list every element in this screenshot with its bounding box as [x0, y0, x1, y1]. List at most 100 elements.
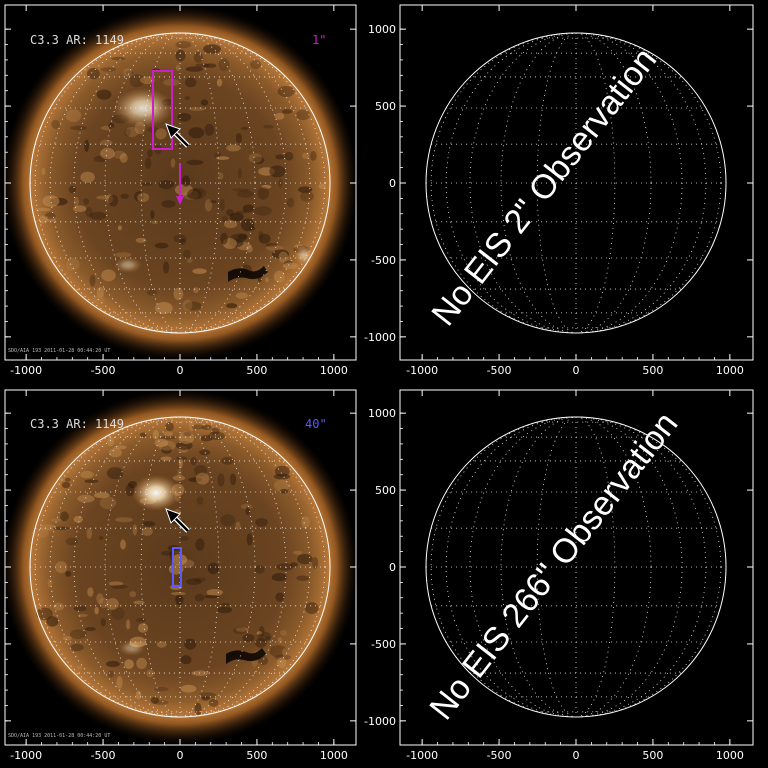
bright-mottle	[274, 112, 285, 120]
dark-mottle	[242, 204, 255, 213]
x-tick-label: 500	[642, 749, 663, 762]
bright-mottle	[86, 528, 93, 539]
dark-mottle	[106, 660, 120, 668]
flare-arrow-icon	[165, 508, 190, 533]
bright-mottle	[136, 657, 148, 670]
slit-width-label: 1"	[312, 33, 326, 47]
x-tick-label: -500	[91, 749, 116, 762]
bright-mottle	[132, 524, 138, 536]
dark-mottle	[272, 249, 289, 259]
y-tick-label: 0	[389, 177, 396, 190]
bright-mottle	[195, 472, 210, 485]
bright-mottle	[282, 648, 288, 657]
dark-mottle	[310, 151, 317, 161]
dark-mottle	[133, 191, 144, 202]
dark-mottle	[111, 584, 128, 589]
bright-mottle	[146, 669, 155, 678]
dark-mottle	[281, 109, 293, 114]
dark-mottle	[84, 479, 99, 484]
dark-mottle	[64, 477, 71, 482]
dark-mottle	[184, 95, 191, 101]
dark-mottle	[300, 191, 314, 202]
y-tick-label: -500	[371, 638, 396, 651]
bright-mottle	[193, 287, 199, 293]
coronal-hole	[226, 648, 266, 664]
dark-mottle	[87, 67, 100, 80]
dark-mottle	[284, 151, 294, 161]
solar-limb	[29, 416, 331, 718]
dark-mottle	[142, 521, 156, 527]
bright-mottle	[80, 470, 94, 479]
dark-mottle	[185, 66, 204, 72]
dark-mottle	[175, 594, 184, 606]
bright-mottle	[100, 139, 113, 146]
bright-mottle	[235, 627, 249, 632]
dark-mottle	[83, 198, 90, 205]
bright-mottle	[152, 429, 159, 440]
bright-mottle	[170, 592, 186, 596]
x-tick-label: -1000	[406, 749, 438, 762]
dark-mottle	[297, 554, 313, 565]
bright-patch	[294, 245, 314, 265]
bright-mottle	[96, 195, 111, 200]
bright-mottle	[178, 431, 195, 445]
bright-mottle	[216, 78, 223, 87]
dark-mottle	[220, 232, 228, 245]
longitude-line	[140, 416, 220, 718]
dark-mottle	[286, 197, 295, 208]
eis-slit-box	[152, 70, 173, 150]
bright-mottle	[264, 277, 269, 283]
bright-mottle	[277, 657, 287, 668]
bright-mottle	[138, 623, 149, 633]
dark-mottle	[255, 565, 265, 574]
x-tick-label: -1000	[10, 364, 42, 377]
bright-mottle	[141, 527, 153, 536]
dark-mottle	[258, 231, 264, 240]
longitude-line	[140, 32, 220, 334]
dark-mottle	[265, 636, 271, 641]
longitude-line	[104, 416, 256, 718]
dark-mottle	[203, 44, 221, 54]
dark-mottle	[111, 57, 126, 61]
dark-mottle	[249, 226, 256, 231]
bright-mottle	[129, 591, 137, 598]
dark-mottle	[136, 618, 146, 623]
x-tick-label: -500	[91, 364, 116, 377]
dark-mottle	[255, 518, 268, 527]
bright-mottle	[107, 437, 114, 447]
dark-mottle	[254, 206, 272, 216]
dark-mottle	[161, 200, 176, 208]
bright-mottle	[77, 494, 95, 503]
dark-mottle	[111, 607, 125, 620]
dark-mottle	[296, 109, 311, 121]
dark-mottle	[195, 63, 210, 68]
dark-mottle	[120, 193, 129, 199]
dark-mottle	[242, 634, 255, 642]
x-tick-label: -1000	[10, 749, 42, 762]
dark-mottle	[100, 618, 106, 627]
bright-mottle	[112, 150, 126, 159]
dark-mottle	[193, 51, 204, 63]
panel-top-left: C3.3 AR: 1149 1" SDO/AIA 193 2011-01-28 …	[2, 4, 358, 361]
dark-mottle	[221, 215, 228, 222]
y-tick-label: -1000	[364, 331, 396, 344]
x-tick-label: -1000	[406, 364, 438, 377]
bright-mottle	[115, 517, 133, 523]
bright-mottle	[173, 287, 184, 301]
dark-mottle	[44, 212, 56, 220]
bright-mottle	[155, 302, 173, 315]
x-tick-label: 0	[177, 749, 184, 762]
dark-mottle	[51, 119, 60, 129]
dark-mottle	[68, 185, 77, 194]
bright-mottle	[248, 153, 262, 164]
dark-mottle	[254, 637, 267, 648]
bright-mottle	[137, 192, 150, 203]
dark-mottle	[271, 573, 287, 582]
dark-mottle	[98, 536, 104, 540]
dark-mottle	[150, 210, 155, 219]
y-tick-label: -500	[371, 254, 396, 267]
x-tick-label: 500	[642, 364, 663, 377]
dark-mottle	[277, 86, 295, 97]
bright-mottle	[65, 258, 80, 271]
